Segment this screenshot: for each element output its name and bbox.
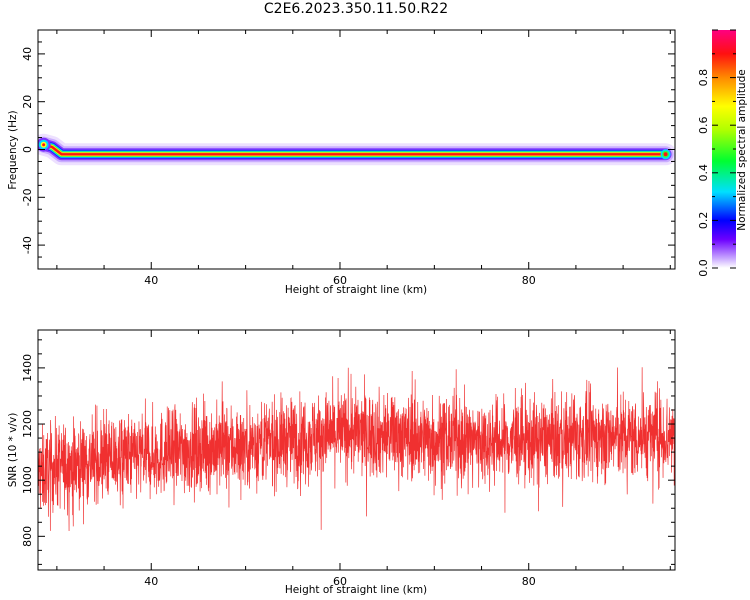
colorbar-tick-label: 0.0 <box>697 259 710 277</box>
y-tick-label: 40 <box>21 47 34 61</box>
colorbar-tick-label: 0.6 <box>697 116 710 134</box>
x-tick-label: 40 <box>144 274 158 287</box>
snr-panel: 40 60 80 800 1000 1200 1400 Height of straight… <box>7 329 676 596</box>
snr-x-label: Height of straight line (km) <box>285 584 427 596</box>
y-tick-label: 1200 <box>21 410 34 438</box>
colorbar-tick-label: 0.2 <box>697 212 710 230</box>
y-tick-label: -40 <box>21 236 34 254</box>
x-tick-label: 80 <box>522 575 536 588</box>
colorbar-gradient <box>712 30 736 268</box>
x-tick-label: 60 <box>333 575 347 588</box>
chart-title: C2E6.2023.350.11.50.R22 <box>263 1 449 17</box>
ridge-end-cap <box>663 152 668 157</box>
colorbar-tick-label: 0.4 <box>697 164 710 182</box>
colorbar-label: Normalized spectral amplitude <box>736 69 748 230</box>
y-tick-label: -20 <box>21 188 34 206</box>
spectrogram-y-label: Frequency (Hz) <box>7 110 19 189</box>
spectrogram-ridge <box>38 133 675 166</box>
colorbar: 0.0 0.2 0.4 0.6 0.8 Normalized spectral ampl… <box>697 29 748 277</box>
y-tick-label: 1400 <box>21 354 34 382</box>
snr-frame <box>37 329 676 571</box>
colorbar-tick-label: 0.8 <box>697 69 710 87</box>
x-tick-label: 60 <box>333 274 347 287</box>
y-tick-label: 800 <box>21 526 34 547</box>
y-tick-label: 0 <box>21 146 34 153</box>
snr-y-label: SNR (10 * v/v) <box>7 413 19 488</box>
ridge-start-blob <box>42 143 46 147</box>
y-tick-label: 20 <box>21 95 34 109</box>
x-tick-label: 80 <box>522 274 536 287</box>
snr-series-line <box>38 367 675 532</box>
y-tick-label: 1000 <box>21 466 34 494</box>
spectrogram-x-label: Height of straight line (km) <box>285 284 427 296</box>
ridge-band <box>42 143 667 156</box>
x-tick-label: 40 <box>144 575 158 588</box>
spectrogram-panel: 40 60 80 -40 -20 0 20 40 Height of straight lin… <box>7 29 676 296</box>
